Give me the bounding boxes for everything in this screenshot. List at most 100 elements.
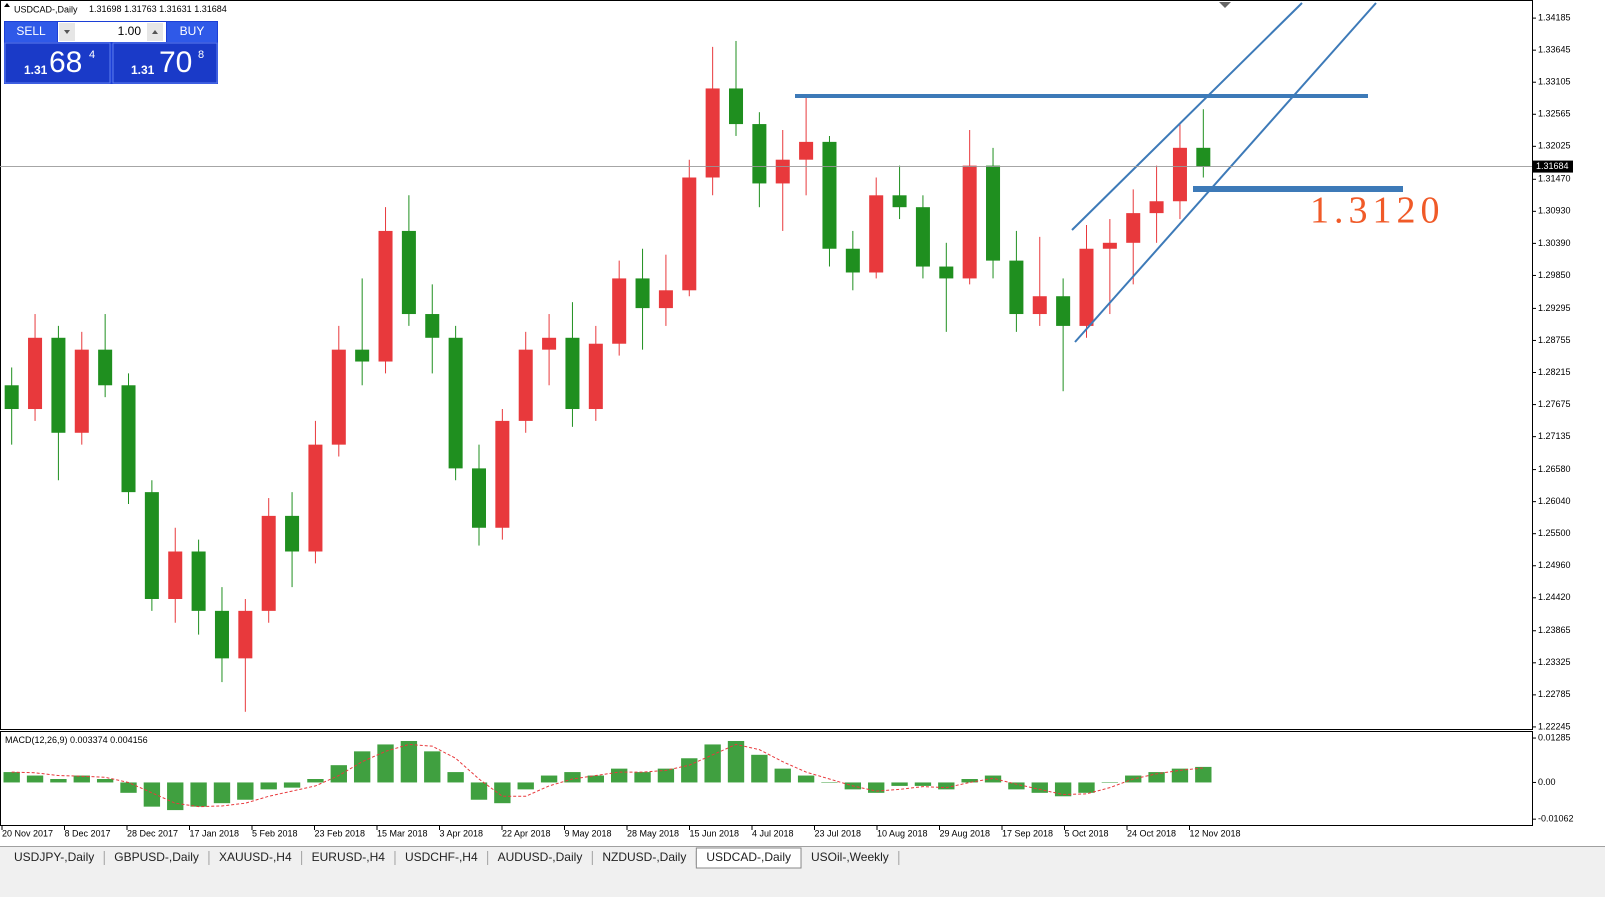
candle-body: [635, 278, 650, 309]
candle-body: [658, 290, 673, 309]
x-tick-label: 8 Dec 2017: [65, 828, 111, 838]
macd-bar: [1008, 782, 1025, 790]
x-tick-label: 3 Apr 2018: [440, 828, 484, 838]
macd-bar: [984, 775, 1002, 783]
macd-bar: [1054, 782, 1072, 797]
tab-label: USDCHF-,H4: [405, 850, 478, 864]
macd-bar: [634, 772, 651, 783]
macd-title: MACD(12,26,9) 0.003374 0.004156: [5, 735, 148, 745]
candle-body: [51, 337, 66, 433]
tab-label: XAUUSD-,H4: [219, 850, 292, 864]
candle-body: [331, 349, 346, 445]
macd-bar: [961, 779, 978, 783]
macd-bar: [1078, 782, 1095, 793]
candle-body: [471, 468, 486, 528]
y-tick-label: 1.33105: [1538, 77, 1571, 87]
y-tick-label: 1.32025: [1538, 141, 1571, 151]
candle-body: [1009, 260, 1024, 315]
quote-low: 1.31631: [159, 4, 192, 14]
x-tick-label: 17 Jan 2018: [190, 828, 240, 838]
sell-price-box[interactable]: [4, 42, 111, 84]
macd-bar: [517, 782, 534, 790]
macd-bar: [120, 782, 137, 793]
macd-bar: [704, 744, 721, 783]
candle-body: [74, 349, 89, 433]
tab[interactable]: [695, 847, 802, 869]
current-price-tag: [1533, 160, 1573, 173]
macd-bar: [587, 775, 604, 783]
candle-body: [308, 444, 323, 552]
y-tick-label: -0.01062: [1538, 814, 1574, 824]
y-tick-label: 1.33645: [1538, 45, 1571, 55]
candle-body: [915, 207, 930, 267]
y-tick-label: 1.22785: [1538, 689, 1571, 699]
macd-frame: [0, 731, 1533, 826]
buy-pip: 8: [198, 49, 204, 61]
candle-body: [729, 88, 744, 125]
candle-body: [1172, 147, 1187, 202]
x-tick-label: 28 May 2018: [627, 828, 679, 838]
candle-body: [939, 266, 954, 279]
candle-body: [1102, 242, 1117, 249]
tab-label: USDJPY-,Daily: [14, 850, 94, 864]
candle-body: [682, 177, 697, 291]
tab-bar: [0, 846, 1605, 870]
x-tick-label: 12 Nov 2018: [1190, 828, 1241, 838]
candle-body: [168, 551, 183, 599]
candle-body: [775, 159, 790, 184]
candle-body: [588, 343, 603, 410]
y-tick-label: 1.31470: [1538, 174, 1571, 184]
buy-label: BUY: [180, 24, 205, 38]
y-tick-label: 1.24960: [1538, 560, 1571, 570]
candle-body: [892, 195, 907, 208]
macd-bar: [167, 782, 184, 811]
macd-bar: [938, 782, 955, 790]
y-tick-label: 1.30930: [1538, 206, 1571, 216]
quote-open: 1.31698: [89, 4, 122, 14]
macd-bar: [73, 775, 90, 783]
sell-button[interactable]: [5, 22, 57, 42]
macd-bar: [283, 782, 301, 788]
macd-bar: [1195, 766, 1212, 783]
y-tick-label: 1.22245: [1538, 721, 1571, 731]
x-tick-label: 29 Aug 2018: [940, 828, 991, 838]
y-tick-label: 1.28215: [1538, 367, 1571, 377]
lots-value: 1.00: [118, 24, 142, 38]
y-tick-label: 1.29850: [1538, 270, 1571, 280]
tab-label: EURUSD-,H4: [312, 850, 386, 864]
macd-bar: [891, 782, 908, 786]
macd-bar: [681, 758, 698, 783]
macd-main: 0.003374: [70, 735, 108, 745]
candle-body: [378, 230, 393, 362]
buy-price-box[interactable]: [112, 42, 218, 84]
macd-bar: [797, 775, 815, 783]
buy-button[interactable]: [167, 22, 217, 42]
buy-big: 1.31: [131, 63, 155, 77]
chart-background: [0, 0, 1605, 846]
candle-body: [191, 551, 206, 611]
candle-body: [1149, 201, 1164, 214]
candle-body: [425, 314, 440, 338]
x-tick-label: 4 Jul 2018: [752, 828, 794, 838]
candle-body: [869, 195, 884, 273]
macd-bar: [751, 754, 768, 783]
macd-bar: [540, 775, 558, 783]
macd-bar: [868, 782, 885, 793]
macd-bar: [1101, 782, 1119, 783]
sell-label: SELL: [16, 24, 46, 38]
macd-bar: [50, 779, 67, 783]
candle-body: [1079, 248, 1094, 326]
x-tick-label: 23 Feb 2018: [315, 828, 366, 838]
tab-label: NZDUSD-,Daily: [602, 850, 686, 864]
candle-body: [986, 165, 1001, 261]
candle-body: [542, 337, 557, 350]
shift-marker: [1219, 2, 1231, 8]
header-icon: [4, 3, 10, 7]
candle-body: [355, 349, 370, 362]
lots-input[interactable]: [58, 22, 166, 42]
candle-body: [121, 385, 136, 493]
macd-signal-line: [11, 743, 1204, 808]
macd-bar: [494, 782, 511, 804]
candle-body: [285, 515, 300, 552]
